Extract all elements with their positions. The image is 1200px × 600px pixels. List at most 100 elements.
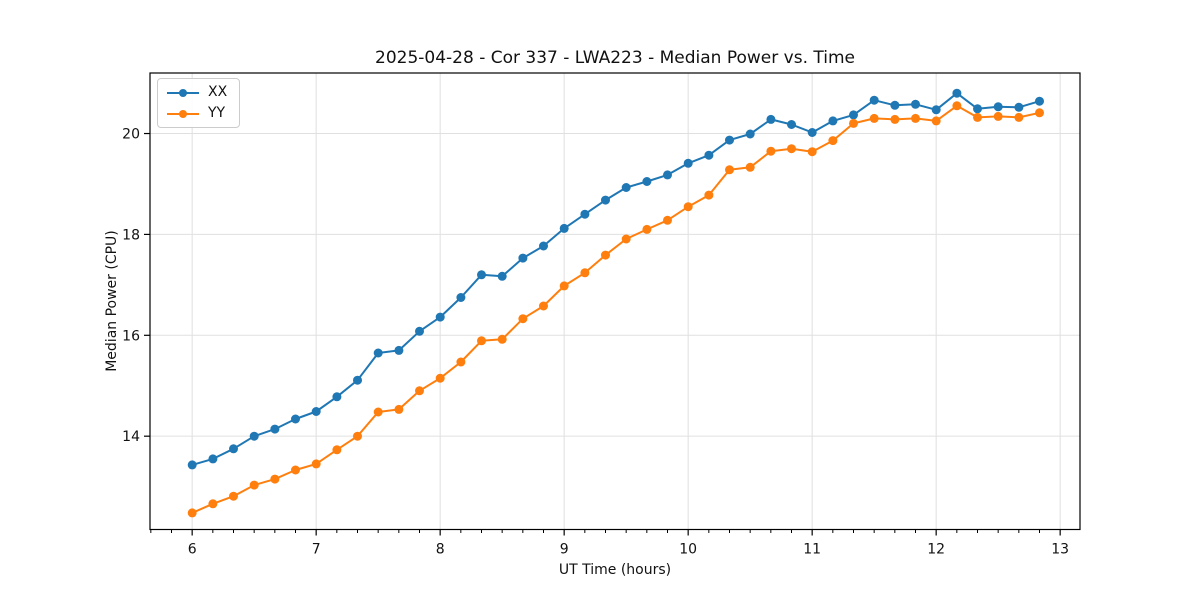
data-point-xx <box>208 454 218 464</box>
data-point-xx <box>373 348 383 358</box>
data-point-yy <box>435 373 445 383</box>
data-point-xx <box>580 209 590 219</box>
data-point-yy <box>187 508 197 518</box>
data-point-xx <box>890 100 900 110</box>
data-point-xx <box>952 88 962 98</box>
data-point-yy <box>1035 108 1044 118</box>
data-point-yy <box>849 118 858 128</box>
data-point-yy <box>456 357 466 367</box>
data-point-xx <box>477 270 486 280</box>
data-point-yy <box>559 281 569 291</box>
data-point-xx <box>187 460 197 470</box>
data-point-yy <box>683 202 693 212</box>
data-point-xx <box>663 170 672 180</box>
data-point-yy <box>890 114 900 124</box>
x-tick-label: 10 <box>679 542 697 558</box>
data-point-yy <box>601 250 610 260</box>
data-point-yy <box>807 147 817 157</box>
data-point-xx <box>456 293 466 302</box>
data-point-yy <box>1014 112 1024 122</box>
data-point-xx <box>642 177 652 186</box>
axes-box <box>149 72 1081 531</box>
data-point-yy <box>415 386 424 396</box>
y-tick-label: 18 <box>122 227 140 243</box>
legend: XX YY <box>157 78 241 128</box>
data-point-yy <box>477 336 486 346</box>
x-tick-label: 7 <box>312 542 321 558</box>
data-point-yy <box>725 165 734 175</box>
data-point-yy <box>993 111 1003 121</box>
data-point-xx <box>415 326 424 336</box>
data-point-xx <box>787 120 796 129</box>
data-point-yy <box>270 474 280 484</box>
data-point-xx <box>1014 102 1024 112</box>
x-tick-label: 6 <box>188 542 197 558</box>
data-point-xx <box>869 95 879 105</box>
data-point-xx <box>311 407 321 416</box>
y-tick-label: 16 <box>122 328 140 344</box>
data-point-xx <box>683 158 693 168</box>
data-point-xx <box>911 99 920 109</box>
data-point-yy <box>642 224 652 234</box>
data-point-xx <box>353 375 362 385</box>
data-point-xx <box>931 105 941 115</box>
data-point-yy <box>497 334 507 344</box>
data-point-yy <box>332 445 342 455</box>
data-point-yy <box>518 314 528 324</box>
data-point-xx <box>725 135 734 145</box>
data-point-xx <box>849 110 858 120</box>
data-point-yy <box>952 101 962 111</box>
yy-series-marker-icon <box>167 109 199 118</box>
data-point-xx <box>1035 96 1044 106</box>
data-point-yy <box>311 459 321 469</box>
data-point-xx <box>539 241 548 251</box>
data-point-yy <box>911 113 920 123</box>
data-point-yy <box>580 268 590 278</box>
data-point-xx <box>435 312 445 322</box>
series-line-yy <box>191 104 1040 514</box>
data-point-xx <box>766 114 776 124</box>
data-point-xx <box>704 150 714 160</box>
data-point-yy <box>621 234 631 244</box>
data-point-yy <box>394 404 404 414</box>
data-point-xx <box>270 424 280 434</box>
legend-entry-xx: XX <box>167 84 227 101</box>
y-tick-label: 14 <box>122 429 140 445</box>
legend-label-xx: XX <box>208 84 228 100</box>
data-point-xx <box>249 431 259 441</box>
data-point-yy <box>229 491 238 501</box>
data-point-yy <box>208 499 218 509</box>
data-point-xx <box>745 129 755 139</box>
chart-title: 2025-04-28 - Cor 337 - LWA223 - Median P… <box>375 48 855 68</box>
data-point-xx <box>807 128 817 137</box>
data-point-yy <box>539 301 548 311</box>
data-point-yy <box>787 144 796 154</box>
xx-series-marker-icon <box>167 88 199 97</box>
data-point-xx <box>973 104 982 114</box>
legend-entry-yy: YY <box>167 105 227 122</box>
data-point-yy <box>869 113 879 123</box>
data-point-yy <box>373 407 383 417</box>
data-point-xx <box>394 345 404 355</box>
data-point-xx <box>828 116 838 126</box>
data-point-xx <box>332 392 342 402</box>
data-point-yy <box>766 146 776 156</box>
data-point-xx <box>621 183 631 192</box>
data-point-yy <box>353 431 362 441</box>
data-point-yy <box>745 162 755 172</box>
x-tick-label: 8 <box>436 542 445 558</box>
x-tick-label: 11 <box>803 542 821 558</box>
x-axis-label: UT Time (hours) <box>558 562 672 578</box>
legend-label-yy: YY <box>208 105 226 121</box>
x-tick-label: 13 <box>1051 542 1069 558</box>
data-point-yy <box>931 116 941 126</box>
data-point-xx <box>497 271 507 281</box>
data-point-xx <box>601 195 610 205</box>
data-point-xx <box>291 414 300 424</box>
data-point-yy <box>704 190 714 200</box>
data-point-yy <box>828 136 838 146</box>
data-point-yy <box>663 215 672 225</box>
data-point-yy <box>249 480 259 490</box>
